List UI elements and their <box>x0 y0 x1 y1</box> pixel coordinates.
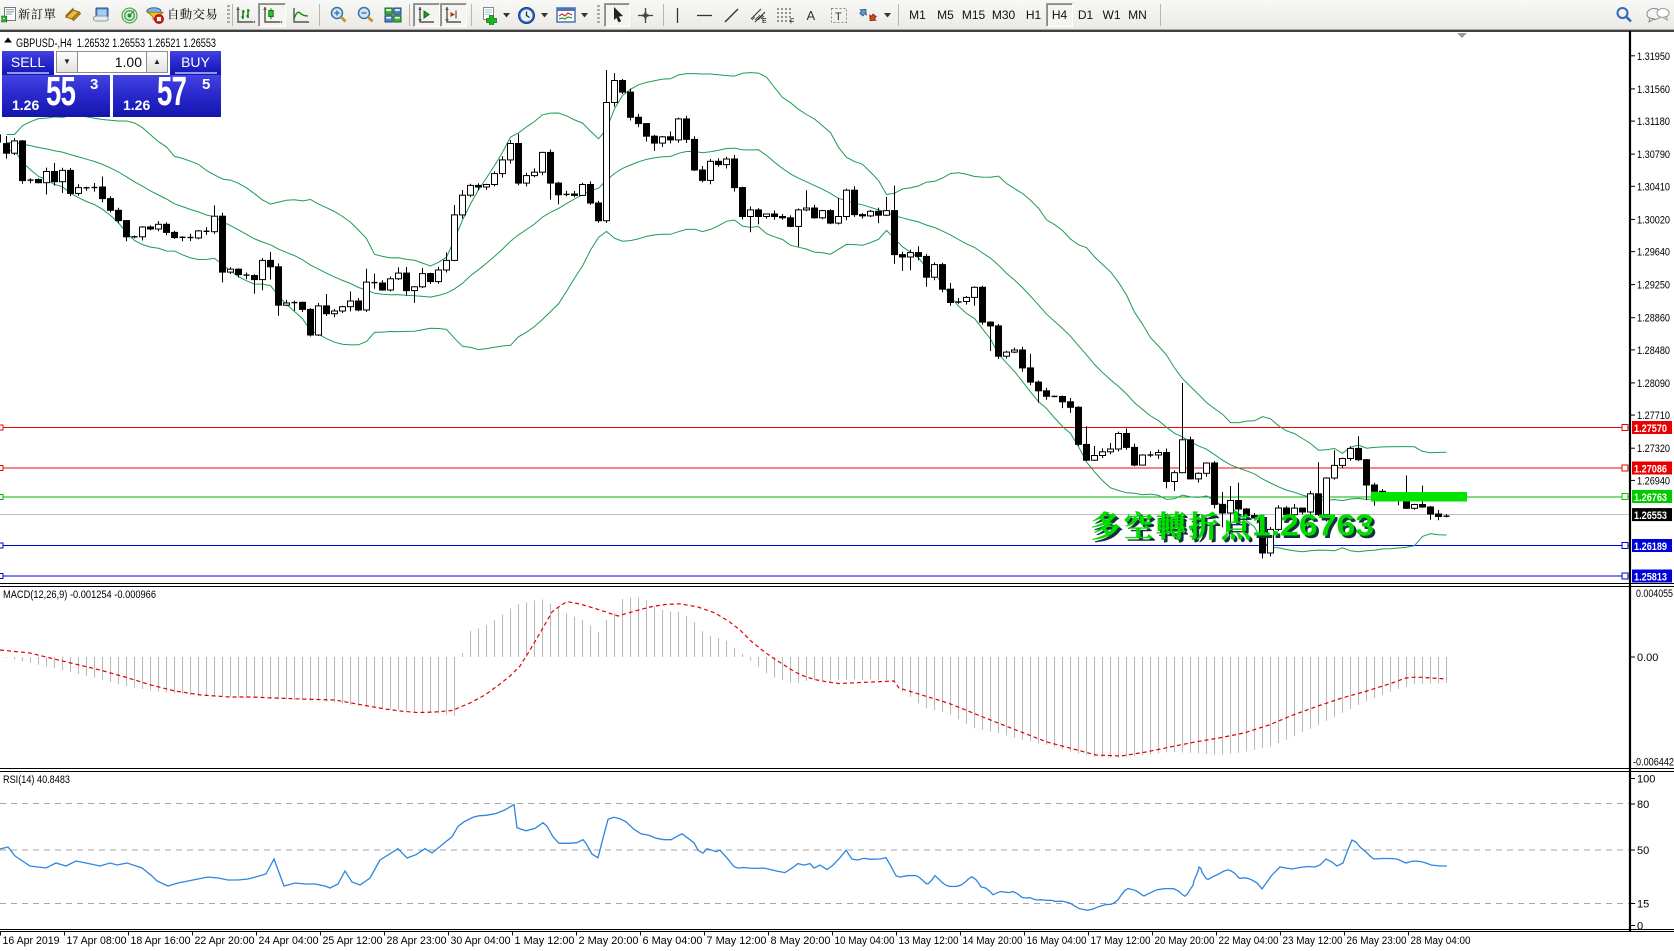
svg-text:6 May 04:00: 6 May 04:00 <box>643 935 703 947</box>
svg-text:1.31180: 1.31180 <box>1637 116 1670 128</box>
svg-text:22 Apr 20:00: 22 Apr 20:00 <box>195 935 255 947</box>
svg-text:17 May 12:00: 17 May 12:00 <box>1091 935 1151 947</box>
svg-text:10 May 04:00: 10 May 04:00 <box>835 935 895 947</box>
svg-text:T: T <box>835 11 842 23</box>
svg-text:1.25813: 1.25813 <box>1634 572 1667 584</box>
svg-text:1.27570: 1.27570 <box>1634 423 1667 435</box>
svg-text:8 May 20:00: 8 May 20:00 <box>771 935 831 947</box>
svg-text:MACD(12,26,9) -0.001254 -0.000: MACD(12,26,9) -0.001254 -0.000966 <box>3 589 156 601</box>
svg-text:23 May 12:00: 23 May 12:00 <box>1283 935 1343 947</box>
svg-text:1.31560: 1.31560 <box>1637 84 1670 96</box>
svg-text:25 Apr 12:00: 25 Apr 12:00 <box>323 935 383 947</box>
svg-text:1 May 12:00: 1 May 12:00 <box>515 935 575 947</box>
svg-text:-0.006442: -0.006442 <box>1633 757 1674 769</box>
svg-text:1.27710: 1.27710 <box>1637 410 1670 422</box>
svg-text:16 May 04:00: 16 May 04:00 <box>1027 935 1087 947</box>
svg-text:1.26763: 1.26763 <box>1252 509 1374 543</box>
svg-text:2 May 20:00: 2 May 20:00 <box>579 935 639 947</box>
svg-text:18 Apr 16:00: 18 Apr 16:00 <box>131 935 191 947</box>
svg-text:1.29640: 1.29640 <box>1637 247 1670 259</box>
svg-text:1.27320: 1.27320 <box>1637 443 1670 455</box>
svg-text:24 Apr 04:00: 24 Apr 04:00 <box>259 935 319 947</box>
svg-text:1.30020: 1.30020 <box>1637 214 1670 226</box>
svg-text:15: 15 <box>1637 899 1649 911</box>
svg-text:1.26940: 1.26940 <box>1637 475 1670 487</box>
svg-text:1.26189: 1.26189 <box>1634 541 1667 553</box>
svg-text:F: F <box>790 18 794 24</box>
svg-text:100: 100 <box>1637 774 1655 786</box>
svg-text:1.28480: 1.28480 <box>1637 345 1670 357</box>
svg-text:14 May 20:00: 14 May 20:00 <box>963 935 1023 947</box>
svg-text:1.26763: 1.26763 <box>1255 511 1377 545</box>
svg-text:1.26763: 1.26763 <box>1634 492 1667 504</box>
svg-text:28 May 04:00: 28 May 04:00 <box>1411 935 1471 947</box>
svg-text:20 May 20:00: 20 May 20:00 <box>1155 935 1215 947</box>
svg-text:0.004055: 0.004055 <box>1636 588 1673 600</box>
svg-text:30 Apr 04:00: 30 Apr 04:00 <box>451 935 511 947</box>
svg-text:50: 50 <box>1637 845 1649 857</box>
svg-text:80: 80 <box>1637 799 1649 811</box>
svg-text:1.27086: 1.27086 <box>1634 464 1667 476</box>
svg-text:1.29250: 1.29250 <box>1637 280 1670 292</box>
svg-text:1.28090: 1.28090 <box>1637 378 1670 390</box>
svg-text:1.28860: 1.28860 <box>1637 313 1670 325</box>
svg-text:1.26553: 1.26553 <box>1634 510 1667 522</box>
svg-text:1.30790: 1.30790 <box>1637 149 1670 161</box>
svg-text:GBPUSD-,H4 1.26532 1.26553 1.: GBPUSD-,H4 1.26532 1.26553 1.26521 1.265… <box>16 38 216 50</box>
svg-text:E: E <box>762 18 767 24</box>
svg-text:16 Apr 2019: 16 Apr 2019 <box>3 935 60 947</box>
svg-text:A: A <box>807 8 816 23</box>
svg-text:RSI(14) 40.8483: RSI(14) 40.8483 <box>3 774 70 786</box>
svg-text:22 May 04:00: 22 May 04:00 <box>1219 935 1279 947</box>
svg-text:1.31950: 1.31950 <box>1637 51 1670 63</box>
svg-text:1.30410: 1.30410 <box>1637 181 1670 193</box>
svg-text:13 May 12:00: 13 May 12:00 <box>899 935 959 947</box>
svg-text:7 May 12:00: 7 May 12:00 <box>707 935 767 947</box>
svg-text:26 May 23:00: 26 May 23:00 <box>1347 935 1407 947</box>
svg-text:0.00: 0.00 <box>1637 652 1658 664</box>
svg-text:28 Apr 23:00: 28 Apr 23:00 <box>387 935 447 947</box>
svg-text:17 Apr 08:00: 17 Apr 08:00 <box>67 935 127 947</box>
svg-text:0: 0 <box>1637 921 1643 933</box>
